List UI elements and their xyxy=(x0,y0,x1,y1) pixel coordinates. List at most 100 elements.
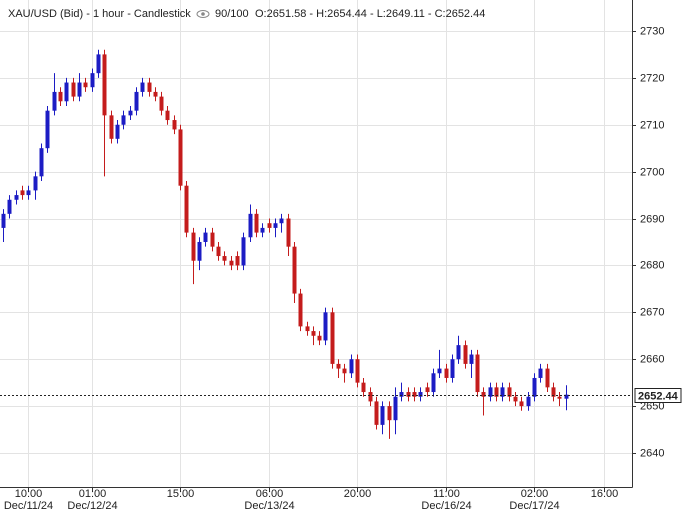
candle-body xyxy=(305,326,310,332)
candle-body xyxy=(102,54,107,116)
y-tick-label: 2690 xyxy=(640,213,664,225)
candle-body xyxy=(96,54,101,74)
x-tick-label: 06:00 xyxy=(256,488,284,500)
candle-body xyxy=(463,345,468,364)
x-tick-date: Dec/16/24 xyxy=(421,500,471,512)
x-tick-label: 20:00 xyxy=(344,488,372,500)
candle-body xyxy=(393,396,398,421)
y-tick-label: 2700 xyxy=(640,166,664,178)
x-tick-date: Dec/11/24 xyxy=(4,500,53,512)
candle-body xyxy=(140,82,145,92)
candle-body xyxy=(380,406,385,425)
candle-body xyxy=(20,190,25,196)
candle-body xyxy=(191,232,196,261)
candle-body xyxy=(387,406,392,421)
x-tick-label: 16:00 xyxy=(591,488,619,500)
candle-body xyxy=(33,176,38,191)
y-tick-label: 2720 xyxy=(640,72,664,84)
candle-body xyxy=(494,387,499,397)
candle-body xyxy=(456,345,461,360)
candle-body xyxy=(254,213,259,233)
candle-body xyxy=(222,256,227,261)
candle-body xyxy=(159,96,164,111)
candle-body xyxy=(203,232,208,242)
candle-body xyxy=(317,335,322,341)
candle-body xyxy=(45,110,50,149)
candle-body xyxy=(406,392,411,397)
candle-body xyxy=(216,246,221,257)
candle-body xyxy=(77,82,82,97)
candle-body xyxy=(330,312,335,364)
candle-body xyxy=(538,368,543,378)
candle-body xyxy=(273,223,278,228)
candle-body xyxy=(109,115,114,139)
labels: 2640 2650 2660 2670 2680 2690 2700 2710 2720 2730… xyxy=(0,25,682,512)
candle-body xyxy=(64,82,69,102)
candle-body xyxy=(7,199,12,214)
candle-body xyxy=(349,359,354,374)
candle-body xyxy=(1,213,6,228)
eye-icon xyxy=(196,10,210,18)
candle-body xyxy=(342,368,347,374)
x-tick-label: 02:00 xyxy=(521,488,549,500)
candle-body xyxy=(469,354,474,364)
candle-body xyxy=(444,368,449,378)
candle-body xyxy=(551,387,556,397)
candle-body xyxy=(361,382,366,393)
y-tick-label: 2650 xyxy=(640,400,664,412)
candle-body xyxy=(513,396,518,402)
candle-body xyxy=(355,359,360,383)
candle-body xyxy=(475,354,480,393)
candle-body xyxy=(121,115,126,125)
candle-body xyxy=(450,359,455,378)
candle-body xyxy=(368,392,373,402)
candle-counter: 90/100 xyxy=(215,8,249,20)
x-tick-label: 10:00 xyxy=(15,488,43,500)
candle-body xyxy=(172,120,177,130)
candle-body xyxy=(134,91,139,111)
candle-body xyxy=(286,218,291,247)
candle-body xyxy=(241,237,246,266)
y-tick-label: 2710 xyxy=(640,119,664,131)
candle-body xyxy=(184,185,189,233)
candle-body xyxy=(437,368,442,374)
candle-body xyxy=(39,148,44,177)
candle-body xyxy=(500,387,505,397)
x-tick-label: 11:00 xyxy=(433,488,460,500)
x-tick-label: 01:00 xyxy=(79,488,107,500)
candle-body xyxy=(235,256,240,266)
y-tick-label: 2670 xyxy=(640,306,664,318)
candle-body xyxy=(115,124,120,139)
candle-body xyxy=(418,392,423,397)
candles xyxy=(1,49,569,439)
ohlc-readout: O:2651.58 - H:2654.44 - L:2649.11 - C:26… xyxy=(255,8,485,20)
candle-body xyxy=(248,213,253,238)
y-tick-label: 2660 xyxy=(640,353,664,365)
candle-body xyxy=(210,232,215,247)
candle-body xyxy=(557,396,562,399)
candle-body xyxy=(197,241,202,261)
candle-body xyxy=(279,218,284,224)
candle-body xyxy=(412,392,417,397)
grid xyxy=(0,0,632,487)
candle-body xyxy=(481,392,486,397)
candle-body xyxy=(165,110,170,121)
candle-body xyxy=(399,392,404,397)
candle-body xyxy=(71,82,76,97)
candle-body xyxy=(532,377,537,397)
candle-body xyxy=(267,223,272,228)
candle-body xyxy=(298,293,303,327)
candle-body xyxy=(90,73,95,88)
x-tick-date: Dec/17/24 xyxy=(509,500,559,512)
candle-body xyxy=(507,387,512,397)
candle-body xyxy=(83,82,88,88)
candle-body xyxy=(431,373,436,393)
candle-body xyxy=(526,396,531,407)
candle-body xyxy=(425,387,430,393)
candle-body xyxy=(14,195,19,200)
candle-body xyxy=(519,401,524,407)
chart-title: XAU/USD (Bid) - 1 hour - Candlestick xyxy=(8,8,191,20)
candle-body xyxy=(336,363,341,369)
